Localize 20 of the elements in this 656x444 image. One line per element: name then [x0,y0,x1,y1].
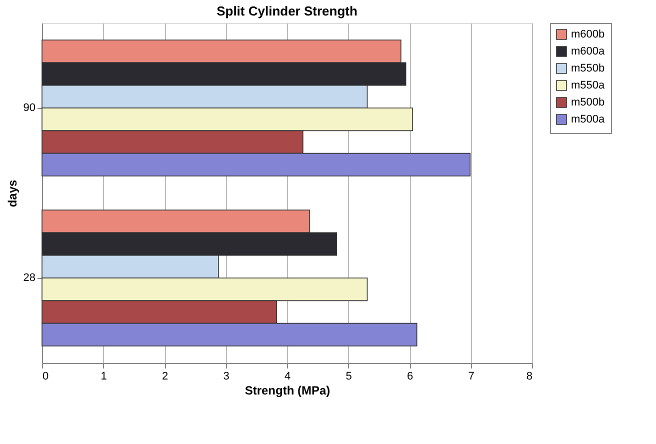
x-tick-label: 1 [100,370,107,382]
x-tick-label: 8 [526,370,532,382]
y-tick-label: 28 [23,272,36,284]
legend-label: m600b [571,28,605,40]
x-axis-title: Strength (MPa) [244,384,330,398]
x-tick-label: 4 [284,370,291,382]
legend-label: m500b [571,96,605,108]
chart-title: Split Cylinder Strength [216,4,358,18]
x-tick-label: 2 [162,370,168,382]
x-tick-label: 5 [346,370,352,382]
y-axis-title: days [5,180,20,208]
x-tick-label: 0 [42,370,49,382]
legend-label: m600a [571,46,606,58]
x-tick-label: 7 [468,370,474,382]
x-tick-label: 3 [223,370,230,382]
y-tick-label: 90 [23,102,36,114]
legend-label: m500a [571,114,606,126]
x-tick-label: 6 [406,370,414,382]
legend-label: m550a [571,80,606,92]
legend-label: m550b [571,62,605,74]
